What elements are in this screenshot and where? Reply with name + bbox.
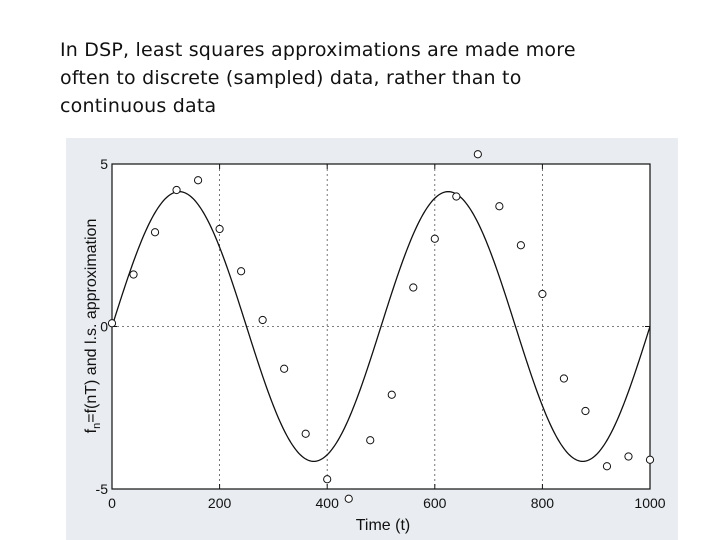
sample-point	[387, 390, 396, 399]
sample-point	[559, 374, 569, 383]
sample-point	[258, 315, 267, 325]
sample-point	[430, 234, 439, 243]
x-tick-label: 0	[108, 495, 116, 511]
sample-point	[602, 462, 612, 471]
sample-point	[280, 364, 289, 373]
sample-point	[301, 429, 310, 438]
sample-point	[645, 455, 655, 464]
y-tick-label: -5	[96, 481, 109, 497]
sample-point	[344, 494, 353, 503]
sample-point	[193, 176, 203, 185]
sample-point	[237, 267, 246, 276]
sample-point	[129, 270, 138, 279]
ls-approximation-curve	[111, 190, 651, 463]
tick-labels: 0 200 400 600 800 1000-505	[96, 156, 666, 511]
x-axis-label: Time (t)	[356, 517, 411, 534]
slide-text-line-1: In DSP, least squares approximations are…	[60, 39, 576, 61]
x-tick-label: 600	[423, 495, 447, 511]
sample-point	[215, 224, 224, 234]
sample-point	[150, 228, 160, 237]
slide-text-line-2: often to discrete (sampled) data, rather…	[60, 67, 522, 89]
sample-point	[366, 436, 375, 445]
y-label-rest: =f(nT) and l.s. approximation	[83, 219, 100, 423]
sample-point	[409, 283, 418, 292]
slide-text-line-3: continuous data	[60, 95, 217, 117]
y-label-subscript: n	[91, 423, 103, 429]
sample-point	[473, 150, 482, 159]
sample-points	[107, 150, 655, 503]
sample-point	[107, 319, 117, 328]
axis-ticks	[111, 163, 651, 490]
y-axis-label: fn=f(nT) and l.s. approximation	[83, 219, 103, 434]
x-tick-label: 1000	[634, 495, 665, 511]
sample-point	[624, 452, 633, 461]
sample-point	[172, 185, 181, 195]
sample-point	[495, 202, 504, 211]
y-tick-label: 0	[100, 319, 108, 335]
x-tick-label: 800	[531, 495, 555, 511]
x-tick-label: 400	[316, 495, 340, 511]
grid-lines	[112, 164, 650, 489]
sample-point	[538, 289, 547, 299]
sample-point	[516, 241, 525, 250]
sample-point	[581, 406, 590, 416]
x-tick-label: 200	[208, 495, 232, 511]
sample-point	[323, 475, 332, 484]
sample-point	[452, 192, 461, 201]
y-label-f: f	[83, 428, 100, 433]
slide-text: In DSP, least squares approximations are…	[60, 36, 680, 120]
y-tick-label: 5	[100, 156, 108, 172]
